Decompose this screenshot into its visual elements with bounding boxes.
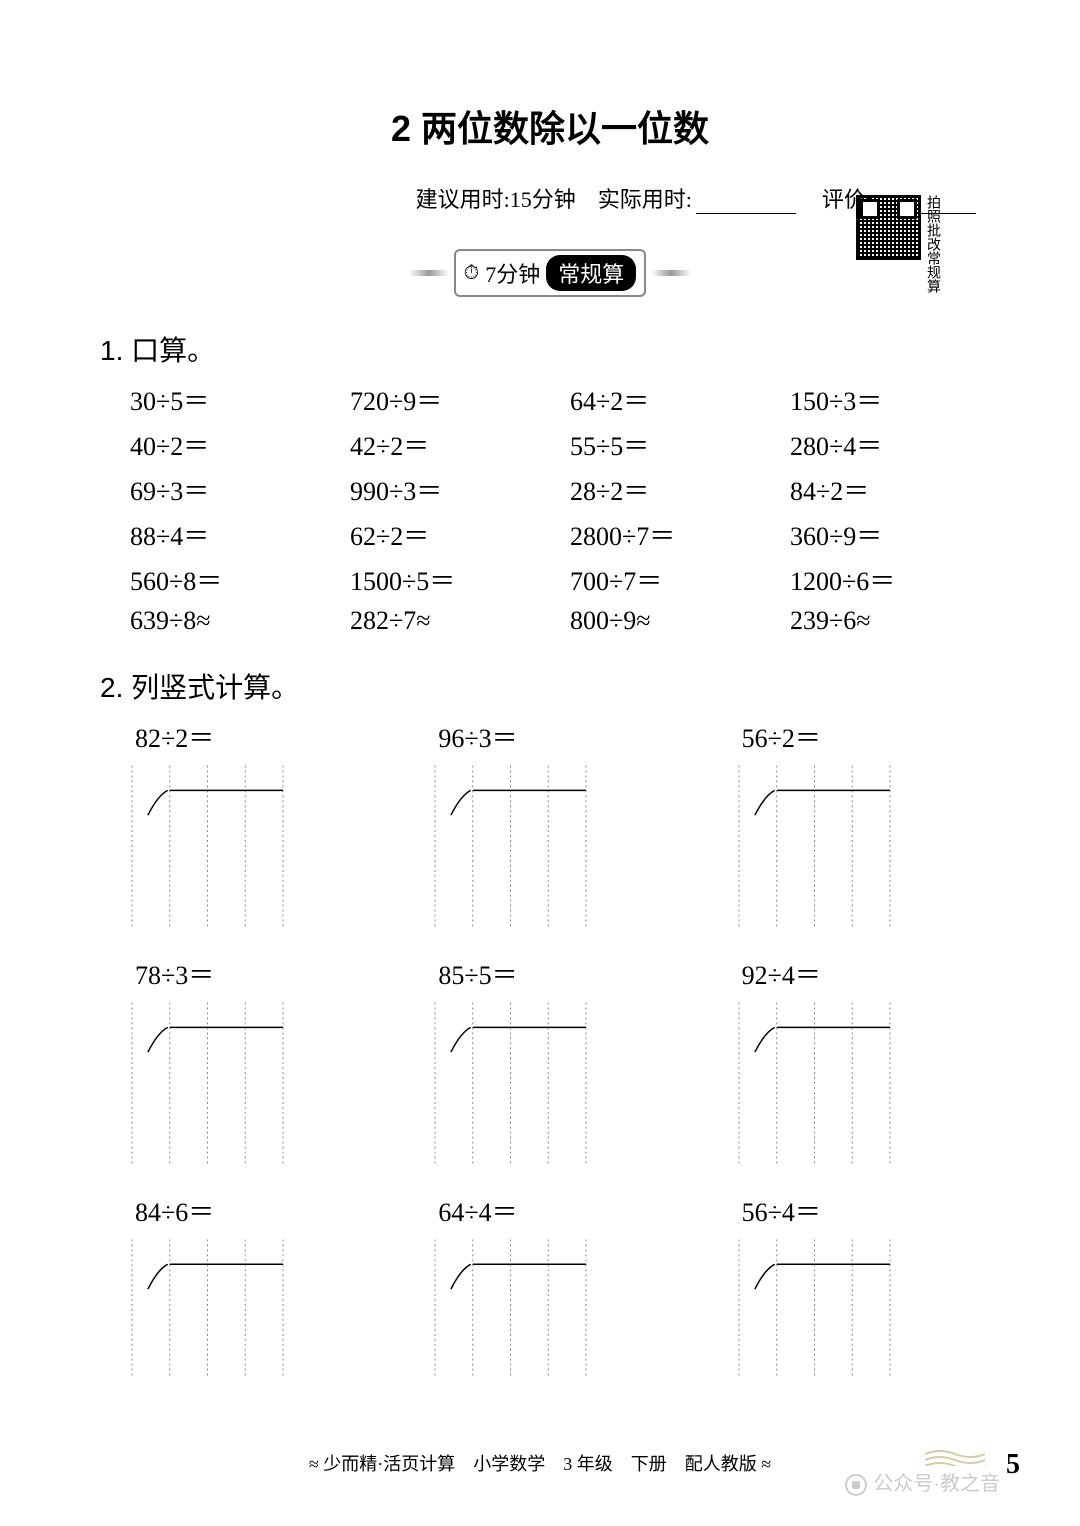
page-number: 5 bbox=[1006, 1449, 1020, 1481]
vertical-problem: 82÷2＝ bbox=[130, 718, 393, 930]
vertical-problem: 56÷2＝ bbox=[737, 718, 1000, 930]
vertical-problem: 85÷5＝ bbox=[433, 955, 696, 1167]
mental-problem: 62÷2＝ bbox=[350, 516, 560, 553]
vertical-problem: 78÷3＝ bbox=[130, 955, 393, 1167]
mental-problem: 28÷2＝ bbox=[570, 471, 780, 508]
division-work-grid[interactable] bbox=[737, 1002, 892, 1167]
timer-duration: 7分钟 bbox=[485, 257, 540, 289]
actual-time-blank[interactable] bbox=[696, 192, 796, 214]
division-work-grid[interactable] bbox=[130, 1002, 285, 1167]
mental-problem: 560÷8＝ bbox=[130, 561, 340, 598]
mental-problem: 88÷4＝ bbox=[130, 516, 340, 553]
mental-math-grid: 30÷5＝ 720÷9＝ 64÷2＝ 150÷3＝ 40÷2＝ 42÷2＝ 55÷5＝ 280… bbox=[100, 381, 1000, 636]
mental-problem: 1500÷5＝ bbox=[350, 561, 560, 598]
mental-problem: 720÷9＝ bbox=[350, 381, 560, 418]
vertical-problem: 64÷4＝ bbox=[433, 1192, 696, 1379]
timer-badge: 常规算 bbox=[546, 255, 636, 291]
vertical-problem: 96÷3＝ bbox=[433, 718, 696, 930]
mental-problem: 990÷3＝ bbox=[350, 471, 560, 508]
mental-problem: 30÷5＝ bbox=[130, 381, 340, 418]
actual-time-label: 实际用时: bbox=[598, 187, 692, 212]
wechat-icon bbox=[845, 1474, 867, 1496]
mental-problem: 239÷6≈ bbox=[790, 606, 1000, 636]
problem-expression: 92÷4＝ bbox=[737, 955, 1000, 992]
mental-problem: 2800÷7＝ bbox=[570, 516, 780, 553]
mental-problem: 282÷7≈ bbox=[350, 606, 560, 636]
qr-code-icon[interactable] bbox=[856, 195, 921, 260]
problem-expression: 96÷3＝ bbox=[433, 718, 696, 755]
division-work-grid[interactable] bbox=[433, 1002, 588, 1167]
vertical-problem: 56÷4＝ bbox=[737, 1192, 1000, 1379]
mental-problem: 280÷4＝ bbox=[790, 426, 1000, 463]
mental-problem: 639÷8≈ bbox=[130, 606, 340, 636]
division-work-grid[interactable] bbox=[130, 765, 285, 930]
vertical-problem: 92÷4＝ bbox=[737, 955, 1000, 1167]
page-decor-icon bbox=[925, 1446, 985, 1466]
division-work-grid[interactable] bbox=[433, 765, 588, 930]
suggest-time-label: 建议用时: bbox=[416, 187, 510, 212]
vertical-calc-section: 82÷2＝ 96÷3＝ 56÷2＝ 78÷3＝ 85÷5＝ 92÷4＝ 84÷6＝ 64÷4＝… bbox=[100, 718, 1000, 1379]
mental-problem: 1200÷6＝ bbox=[790, 561, 1000, 598]
mental-problem: 360÷9＝ bbox=[790, 516, 1000, 553]
problem-expression: 82÷2＝ bbox=[130, 718, 393, 755]
watermark: 公众号·教之音 bbox=[845, 1467, 1000, 1496]
problem-expression: 64÷4＝ bbox=[433, 1192, 696, 1229]
mental-problem: 69÷3＝ bbox=[130, 471, 340, 508]
division-work-grid[interactable] bbox=[737, 1239, 892, 1379]
problem-expression: 84÷6＝ bbox=[130, 1192, 393, 1229]
vertical-row: 78÷3＝ 85÷5＝ 92÷4＝ bbox=[130, 955, 1000, 1167]
vertical-row: 84÷6＝ 64÷4＝ 56÷4＝ bbox=[130, 1192, 1000, 1379]
section-2-label: 2. 列竖式计算。 bbox=[100, 666, 1000, 706]
section-1-label: 1. 口算。 bbox=[100, 329, 1000, 369]
suggest-time-value: 15分钟 bbox=[510, 187, 576, 212]
stopwatch-icon: ⏱ bbox=[464, 262, 480, 285]
mental-problem: 84÷2＝ bbox=[790, 471, 1000, 508]
problem-expression: 56÷2＝ bbox=[737, 718, 1000, 755]
mental-problem: 800÷9≈ bbox=[570, 606, 780, 636]
division-work-grid[interactable] bbox=[737, 765, 892, 930]
mental-problem: 700÷7＝ bbox=[570, 561, 780, 598]
mental-problem: 64÷2＝ bbox=[570, 381, 780, 418]
mental-problem: 55÷5＝ bbox=[570, 426, 780, 463]
qr-block: 拍照批改常规算 bbox=[856, 195, 940, 293]
vertical-row: 82÷2＝ 96÷3＝ 56÷2＝ bbox=[130, 718, 1000, 930]
division-work-grid[interactable] bbox=[433, 1239, 588, 1379]
mental-problem: 150÷3＝ bbox=[790, 381, 1000, 418]
problem-expression: 85÷5＝ bbox=[433, 955, 696, 992]
mental-problem: 40÷2＝ bbox=[130, 426, 340, 463]
division-work-grid[interactable] bbox=[130, 1239, 285, 1379]
qr-caption: 拍照批改常规算 bbox=[925, 195, 940, 293]
mental-problem: 42÷2＝ bbox=[350, 426, 560, 463]
page-title: 2 两位数除以一位数 bbox=[100, 100, 1000, 152]
problem-expression: 56÷4＝ bbox=[737, 1192, 1000, 1229]
problem-expression: 78÷3＝ bbox=[130, 955, 393, 992]
timer-pill: ⏱ 7分钟 常规算 bbox=[454, 249, 647, 297]
vertical-problem: 84÷6＝ bbox=[130, 1192, 393, 1379]
